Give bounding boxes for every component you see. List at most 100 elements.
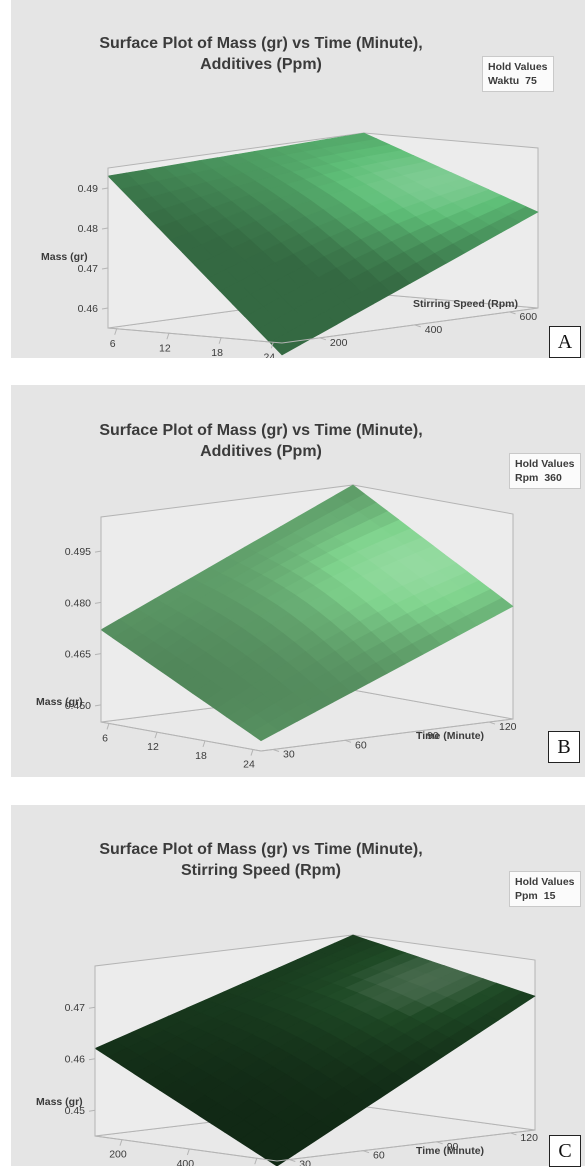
- surface-plot-c: 2004006003060901200.470.460.45Stirring S…: [36, 934, 538, 1166]
- hold-values-label: Hold Values: [515, 876, 575, 888]
- z-tick-label: 0.46: [65, 1054, 86, 1066]
- x-tick-label: 400: [177, 1158, 195, 1166]
- z-tick-label: 0.45: [65, 1105, 86, 1117]
- x-tick-label: 18: [211, 347, 223, 358]
- z-tick: [101, 307, 109, 310]
- title-line-1: Surface Plot of Mass (gr) vs Time (Minut…: [99, 35, 423, 52]
- y-tick-label: 120: [499, 721, 517, 733]
- hold-values-box: Hold Values Ppm 15: [509, 871, 581, 907]
- x-tick: [114, 328, 118, 335]
- panel-label: B: [548, 731, 580, 763]
- y-tick-label: 30: [299, 1159, 311, 1166]
- y-tick-label: 60: [373, 1150, 385, 1162]
- y-tick: [416, 730, 424, 734]
- hold-values-box: Hold Values Rpm 360: [509, 453, 581, 489]
- y-tick: [362, 1150, 370, 1154]
- x-tick-label: 6: [110, 338, 116, 350]
- title-line-2: Additives (Ppm): [200, 56, 322, 73]
- y-axis-line: [276, 1129, 536, 1162]
- x-axis-line: [100, 721, 262, 752]
- y-tick: [344, 739, 352, 743]
- chart-title: Surface Plot of Mass (gr) vs Time (Minut…: [71, 420, 451, 462]
- title-line-2: Stirring Speed (Rpm): [180, 862, 341, 879]
- y-tick: [510, 1132, 517, 1136]
- x-tick: [250, 749, 254, 756]
- z-tick-label: 0.480: [65, 597, 91, 609]
- z-tick: [88, 1109, 96, 1112]
- z-axis-label: Mass (gr): [36, 1096, 83, 1108]
- hold-values-name: Rpm: [515, 472, 539, 484]
- z-tick-label: 0.47: [65, 1002, 86, 1014]
- surface-plot-panel-a: 6 12 18 24 200 400 600 0.49 0.48 0.47 0.46 Additive…: [11, 0, 585, 358]
- chart-title: Surface Plot of Mass (gr) vs Time (Minut…: [71, 33, 451, 75]
- x-tick: [106, 723, 110, 730]
- x-tick-label: 12: [159, 342, 171, 354]
- z-tick: [94, 550, 102, 553]
- y-tick-label: 200: [330, 337, 348, 349]
- y-tick-label: 90: [427, 730, 439, 742]
- surface-plot-panel-b: 6 12 18 24 30 60 90 120 0.495 0.480 0.465 0.450 Addi…: [11, 385, 585, 777]
- z-tick: [101, 267, 109, 270]
- x-tick: [254, 1158, 258, 1165]
- x-tick-label: 200: [109, 1149, 127, 1161]
- z-tick-label: 0.49: [78, 183, 99, 195]
- hold-values-label: Hold Values: [488, 61, 548, 73]
- x-tick: [166, 333, 170, 340]
- surface-mesh: [107, 132, 539, 356]
- z-tick: [94, 704, 102, 707]
- x-tick: [119, 1139, 123, 1146]
- z-tick-label: 0.495: [65, 546, 91, 558]
- y-tick-label: 120: [520, 1132, 538, 1144]
- surface-plot-panel-c: 2004006003060901200.470.460.45Stirring S…: [11, 805, 585, 1167]
- z-tick: [101, 187, 109, 190]
- x-tick: [270, 342, 274, 349]
- z-tick-label: 0.47: [78, 263, 99, 275]
- title-line-1: Surface Plot of Mass (gr) vs Time (Minut…: [99, 841, 423, 858]
- y-tick-label: 90: [447, 1141, 459, 1153]
- y-axis-line: [281, 307, 539, 344]
- y-axis-label: Time (Minute): [416, 730, 484, 742]
- z-tick-label: 0.450: [65, 700, 91, 712]
- x-tick-label: 24: [263, 351, 275, 358]
- hold-values-value: 360: [544, 472, 562, 484]
- z-axis-label: Mass (gr): [41, 251, 88, 263]
- x-tick-label: 12: [147, 741, 159, 753]
- y-axis-label: Stirring Speed (Rpm): [413, 298, 518, 310]
- x-tick-label: 24: [243, 759, 255, 771]
- y-tick: [319, 337, 327, 341]
- y-tick-label: 400: [425, 324, 443, 336]
- z-tick-label: 0.48: [78, 223, 99, 235]
- hold-values-value: 75: [525, 75, 537, 87]
- panel-label: A: [549, 326, 581, 358]
- z-tick: [94, 601, 102, 604]
- y-axis-line: [260, 718, 514, 752]
- title-line-1: Surface Plot of Mass (gr) vs Time (Minut…: [99, 422, 423, 439]
- z-axis-label: Mass (gr): [36, 696, 83, 708]
- surface-plot-a: 61218242004006000.490.480.470.46Additive…: [41, 132, 539, 358]
- hold-values-name: Waktu: [488, 75, 520, 87]
- hold-values-box: Hold Values Waktu 75: [482, 56, 554, 92]
- z-tick-label: 0.465: [65, 649, 91, 661]
- z-tick: [88, 1058, 96, 1061]
- x-tick-label: 18: [195, 750, 207, 762]
- y-tick-label: 600: [520, 311, 538, 323]
- z-tick: [94, 653, 102, 656]
- y-tick-label: 30: [283, 748, 295, 760]
- x-tick: [218, 337, 222, 344]
- y-tick-label: 60: [355, 739, 367, 751]
- x-axis-line: [94, 1135, 278, 1162]
- x-tick-label: 6: [102, 732, 108, 744]
- y-tick: [488, 721, 496, 725]
- hold-values-label: Hold Values: [515, 458, 575, 470]
- y-tick: [509, 311, 516, 315]
- y-tick: [272, 749, 280, 752]
- surface-plot-b: 61218243060901200.4950.4800.4650.450Addi…: [36, 484, 517, 771]
- surface-mesh: [94, 934, 536, 1166]
- x-axis-line: [107, 327, 283, 344]
- y-tick: [436, 1141, 443, 1145]
- z-tick: [88, 1006, 96, 1009]
- hold-values-name: Ppm: [515, 890, 538, 902]
- surface-mesh: [100, 484, 514, 742]
- hold-values-value: 15: [543, 890, 556, 902]
- x-tick: [186, 1148, 190, 1156]
